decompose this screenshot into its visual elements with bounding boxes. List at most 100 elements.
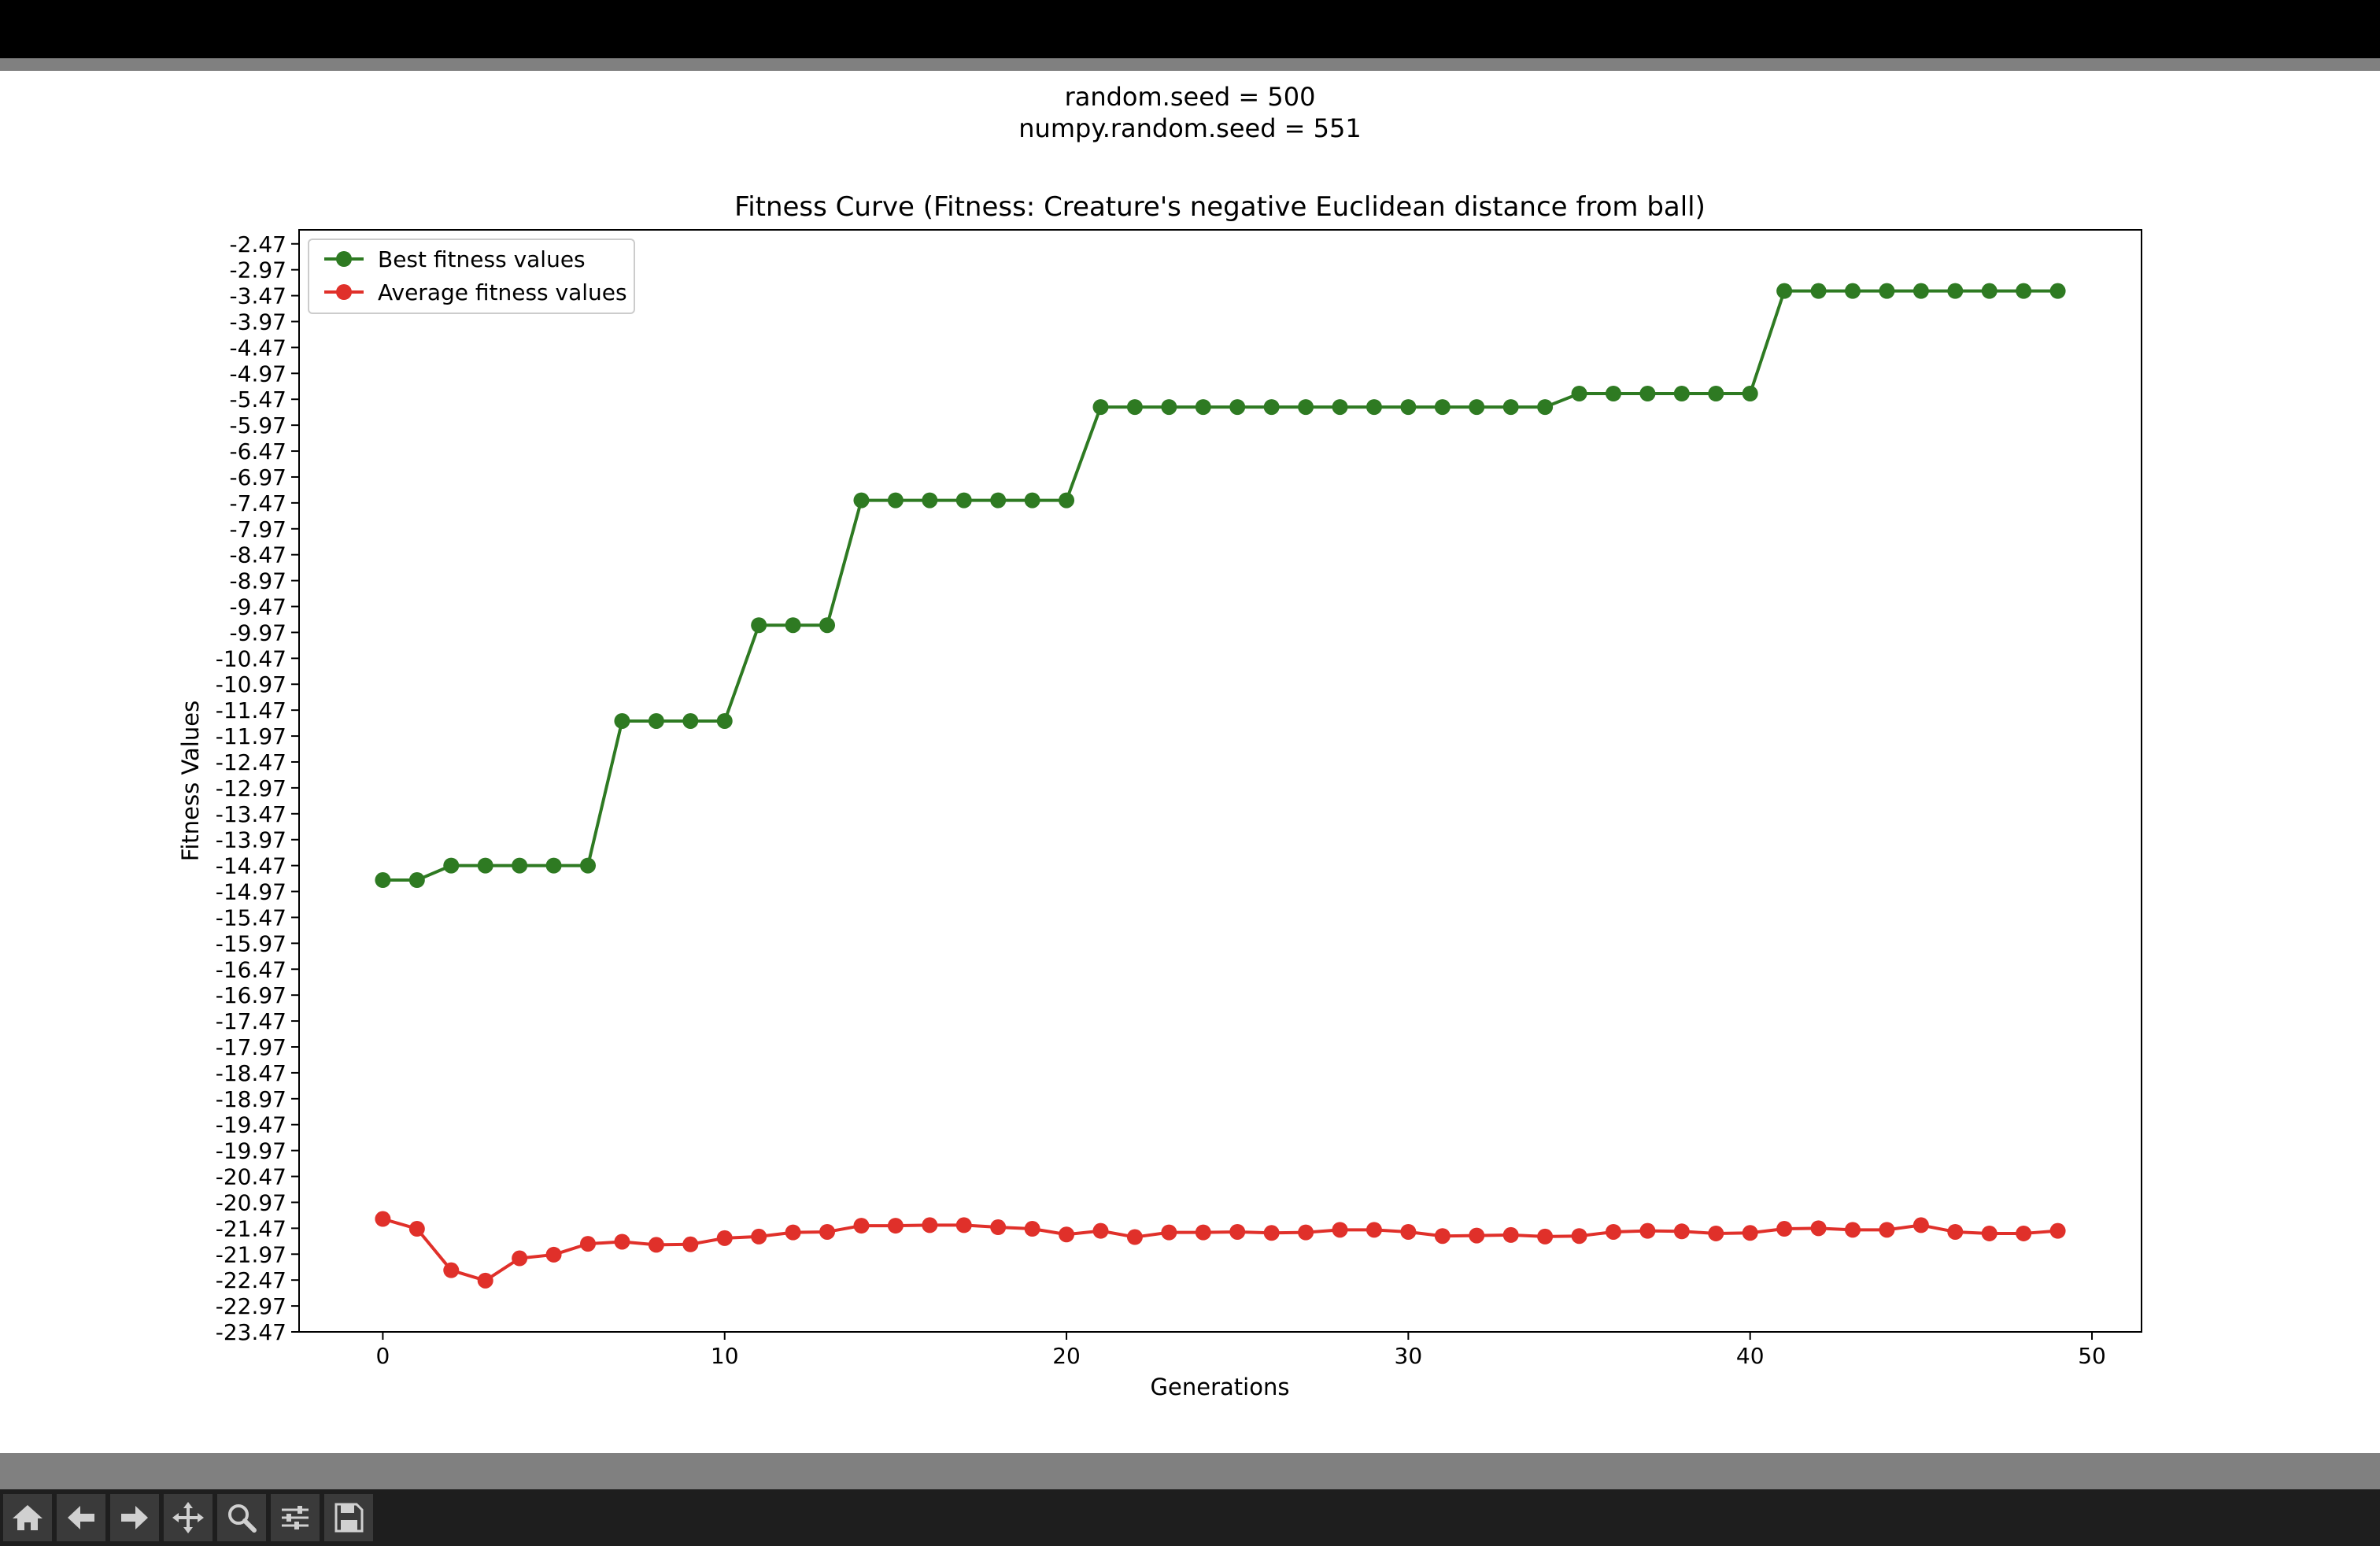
- pan-icon: [172, 1502, 204, 1533]
- data-point-best: [1673, 385, 1690, 401]
- x-tick-label: 40: [1736, 1343, 1765, 1369]
- data-point-average: [1879, 1222, 1895, 1238]
- data-point-average: [1092, 1222, 1109, 1239]
- window-top-strip: [0, 58, 2380, 71]
- y-tick-label: -5.47: [230, 386, 286, 412]
- y-tick-label: -19.97: [216, 1138, 286, 1164]
- configure-subplots-icon: [282, 1506, 309, 1529]
- data-point-average: [1742, 1225, 1758, 1241]
- data-point-average: [1810, 1220, 1827, 1237]
- data-point-best: [512, 857, 528, 874]
- x-tick-label: 50: [2078, 1343, 2106, 1369]
- data-point-average: [751, 1228, 767, 1245]
- x-tick-label: 10: [711, 1343, 739, 1369]
- data-point-average: [785, 1224, 801, 1241]
- suptitle-line-2: numpy.random.seed = 551: [1018, 113, 1361, 143]
- forward-button[interactable]: [110, 1494, 159, 1541]
- y-tick-label: -3.97: [230, 309, 286, 335]
- y-tick-label: -10.97: [216, 671, 286, 697]
- y-tick-label: -8.97: [230, 568, 286, 594]
- data-point-best: [408, 872, 425, 889]
- data-point-best: [545, 857, 562, 874]
- window-top-bar: [0, 0, 2380, 58]
- y-tick-label: -21.97: [216, 1241, 286, 1267]
- data-point-average: [1913, 1217, 1929, 1233]
- y-tick-label: -16.47: [216, 956, 286, 982]
- data-point-average: [443, 1262, 460, 1278]
- data-point-best: [1024, 492, 1040, 509]
- y-tick-label: -23.47: [216, 1319, 286, 1345]
- y-tick-label: -4.97: [230, 361, 286, 386]
- legend: Best fitness values Average fitness valu…: [308, 239, 635, 314]
- y-tick-label: -15.97: [216, 930, 286, 956]
- data-point-average: [1161, 1224, 1177, 1241]
- data-point-average: [1126, 1229, 1143, 1245]
- navigation-toolbar: [0, 1489, 2380, 1546]
- data-point-best: [751, 617, 767, 634]
- data-point-average: [1059, 1226, 1075, 1243]
- home-button[interactable]: [3, 1494, 52, 1541]
- data-point-best: [1502, 399, 1519, 416]
- figure-canvas: random.seed = 500 numpy.random.seed = 55…: [0, 71, 2380, 1453]
- forward-arrow-icon: [121, 1506, 148, 1529]
- y-tick-label: -11.97: [216, 723, 286, 749]
- y-tick-label: -17.97: [216, 1034, 286, 1060]
- legend-box: [308, 239, 635, 314]
- data-point-average: [990, 1219, 1007, 1236]
- data-point-best: [1844, 283, 1861, 299]
- data-point-best: [785, 617, 801, 634]
- save-button[interactable]: [324, 1494, 373, 1541]
- legend-marker-best: [336, 251, 352, 267]
- x-tick-label: 20: [1052, 1343, 1081, 1369]
- data-point-average: [2016, 1225, 2032, 1241]
- data-point-best: [375, 872, 391, 889]
- data-point-average: [955, 1217, 972, 1233]
- zoom-icon: [228, 1504, 257, 1533]
- data-point-average: [1195, 1224, 1211, 1241]
- y-tick-label: -6.97: [230, 464, 286, 490]
- data-point-average: [1673, 1223, 1690, 1240]
- data-point-best: [1947, 283, 1964, 299]
- y-tick-label: -18.97: [216, 1086, 286, 1112]
- y-tick-label: -7.97: [230, 516, 286, 542]
- legend-label-average: Average fitness values: [378, 279, 627, 305]
- data-point-best: [990, 492, 1007, 509]
- data-point-average: [1776, 1221, 1793, 1237]
- y-tick-label: -2.47: [230, 231, 286, 257]
- data-point-best: [682, 712, 699, 729]
- data-point-average: [1605, 1223, 1621, 1240]
- data-point-best: [614, 712, 630, 729]
- data-point-average: [2049, 1222, 2066, 1239]
- data-point-average: [1537, 1228, 1554, 1245]
- pan-button[interactable]: [164, 1494, 213, 1541]
- data-point-best: [1469, 399, 1485, 416]
- y-tick-label: -12.97: [216, 775, 286, 801]
- series-line-average: [382, 1217, 2058, 1282]
- save-icon: [334, 1503, 364, 1533]
- y-tick-label: -14.47: [216, 853, 286, 879]
- data-point-best: [477, 857, 493, 874]
- data-point-average: [1947, 1223, 1964, 1240]
- data-point-best: [1366, 399, 1382, 416]
- configure-subplots-button[interactable]: [271, 1494, 320, 1541]
- data-point-best: [1537, 399, 1554, 416]
- data-point-best: [1639, 385, 1656, 401]
- window-bottom-strip: [0, 1453, 2380, 1489]
- zoom-button[interactable]: [217, 1494, 266, 1541]
- y-tick-label: -19.47: [216, 1112, 286, 1138]
- y-tick-label: -4.47: [230, 335, 286, 361]
- y-tick-label: -13.97: [216, 827, 286, 853]
- data-point-average: [853, 1218, 870, 1234]
- y-tick-label: -3.47: [230, 283, 286, 309]
- y-tick-label: -9.47: [230, 594, 286, 620]
- y-tick-label: -11.47: [216, 697, 286, 723]
- data-point-best: [1126, 399, 1143, 416]
- data-point-average: [408, 1221, 425, 1237]
- data-point-average: [1502, 1226, 1519, 1243]
- plot-frame: [298, 229, 2142, 1333]
- y-tick-label: -15.47: [216, 904, 286, 930]
- back-button[interactable]: [57, 1494, 105, 1541]
- data-point-best: [1879, 283, 1895, 299]
- data-point-average: [1332, 1222, 1348, 1238]
- data-point-average: [614, 1233, 630, 1250]
